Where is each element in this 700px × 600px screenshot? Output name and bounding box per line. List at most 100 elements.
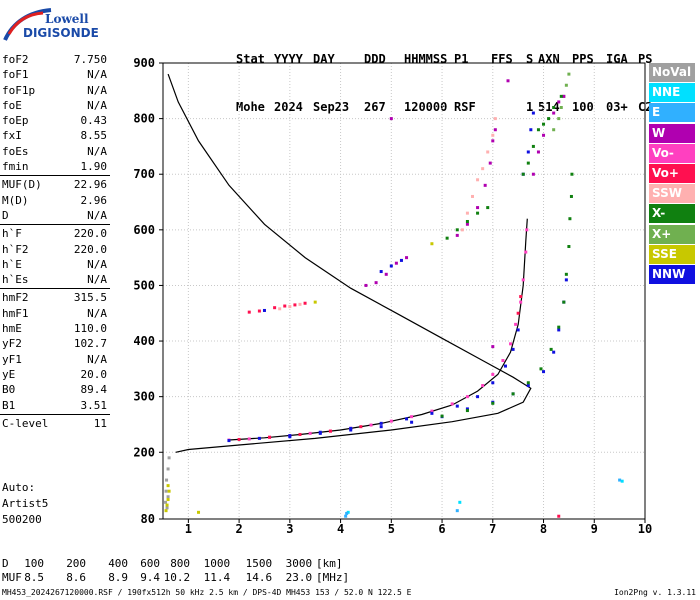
param-name: h`E xyxy=(2,257,22,271)
x-tick-label: 9 xyxy=(591,522,598,536)
echo-point-x xyxy=(536,128,540,132)
echo-point-nnw xyxy=(516,328,520,332)
echo-point-vo xyxy=(293,303,297,307)
echo-point-x xyxy=(445,236,449,240)
echo-point-x xyxy=(559,94,563,98)
header-value-4: 120000 xyxy=(404,100,448,114)
echo-point-w xyxy=(552,111,556,115)
echo-point-sse xyxy=(166,498,170,502)
param-row: yF2 102.7 xyxy=(0,336,113,351)
echo-point-sse xyxy=(164,509,168,513)
echo-point-x xyxy=(562,300,566,304)
echo-point-w xyxy=(491,139,495,143)
echo-point-vo xyxy=(430,409,434,413)
echo-point-vo xyxy=(247,310,251,314)
echo-point-x xyxy=(547,117,551,121)
echo-point-vo xyxy=(359,425,363,429)
echo-point-nnw xyxy=(564,278,568,282)
header-value-1: 2024 xyxy=(274,100,303,114)
file-info-footer: MH453_2024267120000.RSF / 190fx512h 50 k… xyxy=(2,588,412,597)
param-name: MUF(D) xyxy=(2,178,42,192)
echo-point-x xyxy=(511,392,515,396)
echo-point-nnw xyxy=(476,395,480,399)
param-name: B0 xyxy=(2,383,16,397)
param-name: foEp xyxy=(2,114,29,128)
echo-point-w xyxy=(542,133,546,137)
param-row: B0 89.4 xyxy=(0,382,113,397)
param-name: hmE xyxy=(2,322,22,336)
echo-point-vo xyxy=(273,306,277,310)
echo-point-nnw xyxy=(257,436,261,440)
echo-point-sse xyxy=(165,503,169,507)
header-values-row: Mohe 2024 Sep23 267 120000 RSF 1 514 100 03+ C2 xyxy=(236,99,652,115)
echo-point-nnw xyxy=(526,384,530,388)
param-name: hmF2 xyxy=(2,291,29,305)
y-tick-label: 800 xyxy=(133,112,155,126)
echo-point-ssw xyxy=(493,117,497,121)
param-row: D N/A xyxy=(0,208,113,223)
param-name: foF1 xyxy=(2,68,29,82)
param-value: 8.55 xyxy=(80,129,108,143)
echo-point-nnw xyxy=(318,431,322,435)
echo-point-nnw xyxy=(405,417,409,421)
echo-point-w xyxy=(488,161,492,165)
echo-point-noval xyxy=(164,489,168,493)
param-name: yF1 xyxy=(2,352,22,366)
echo-point-noval xyxy=(165,478,169,482)
echo-point-x xyxy=(569,194,573,198)
echo-point-vo xyxy=(514,322,518,326)
digisonde-logo: Lowell DIGISONDE xyxy=(3,4,123,44)
echo-point-nne xyxy=(620,479,624,483)
distance-row-value: 400 xyxy=(108,557,129,570)
echo-point-vo xyxy=(519,295,523,299)
param-name: foE xyxy=(2,98,22,112)
x-tick-label: 6 xyxy=(438,522,445,536)
param-row: hmF2 315.5 xyxy=(0,290,113,305)
echo-point-x xyxy=(521,172,525,176)
y-tick-label: 700 xyxy=(133,167,155,181)
param-value: 89.4 xyxy=(80,383,108,397)
param-value: 0.43 xyxy=(80,114,108,128)
y-tick-label: 200 xyxy=(133,445,155,459)
param-row: fxI 8.55 xyxy=(0,128,113,143)
echo-point-ssw xyxy=(486,150,490,154)
muf-row-value: 23.0 xyxy=(285,571,313,584)
echo-point-noval xyxy=(166,467,170,471)
param-row: hmF1 N/A xyxy=(0,306,113,321)
echo-point-ssw xyxy=(481,167,485,171)
param-value: 22.96 xyxy=(73,178,107,192)
echo-point-x xyxy=(564,83,568,87)
param-separator xyxy=(0,224,110,226)
y-tick-label: 300 xyxy=(133,390,155,404)
echo-point-nnw xyxy=(288,435,292,439)
echo-point-x xyxy=(552,128,556,132)
echo-point-nnw xyxy=(455,404,459,408)
legend-item-x: X+ xyxy=(649,224,695,244)
echo-point-nnw xyxy=(379,270,383,274)
header-value-2: Sep23 xyxy=(313,100,350,114)
y-tick-label: 900 xyxy=(133,56,155,70)
param-row: h`F2 220.0 xyxy=(0,242,113,257)
legend-item-e: E xyxy=(649,103,695,123)
header-value-8: 514 xyxy=(538,100,560,114)
echo-point-x xyxy=(531,144,535,148)
echo-point-w xyxy=(364,283,368,287)
echo-point-w xyxy=(405,256,409,260)
echo-point-vo xyxy=(389,419,393,423)
echo-point-w xyxy=(491,345,495,349)
echo-point-nnw xyxy=(349,428,353,432)
echo-point-x xyxy=(557,325,561,329)
param-value: 220.0 xyxy=(73,242,107,256)
echo-point-x xyxy=(549,347,553,351)
digisonde-swoosh-icon xyxy=(3,8,52,41)
param-row: foEs N/A xyxy=(0,144,113,159)
echo-point-nnw xyxy=(349,426,353,430)
x-tick-label: 2 xyxy=(235,522,242,536)
param-value: 315.5 xyxy=(73,291,107,305)
echo-point-ssw xyxy=(288,305,292,309)
param-name: B1 xyxy=(2,398,16,412)
param-value: N/A xyxy=(87,144,107,158)
echo-point-w xyxy=(394,261,398,265)
param-name: D xyxy=(2,208,9,222)
legend-item-nnw: NNW xyxy=(649,264,695,284)
